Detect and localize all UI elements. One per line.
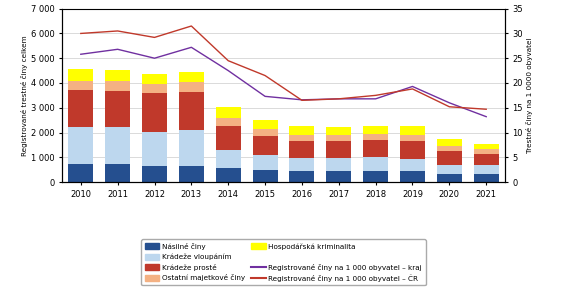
Bar <box>142 93 167 131</box>
Legend: Násilné činy, Krádeže vloupáním, Krádeže prosté, Ostatní majetkové činy, Hospodá: Násilné činy, Krádeže vloupáním, Krádeže… <box>141 239 426 286</box>
Bar <box>105 127 130 164</box>
Bar <box>289 158 315 171</box>
Bar <box>363 171 388 182</box>
Bar <box>215 168 241 182</box>
Bar <box>326 134 352 141</box>
Bar <box>400 126 425 135</box>
Bar <box>179 92 204 130</box>
Bar <box>68 164 94 182</box>
Bar <box>363 134 388 140</box>
Bar <box>437 151 462 165</box>
Bar <box>215 107 241 118</box>
Bar <box>363 140 388 157</box>
Bar <box>473 165 499 174</box>
Bar <box>400 159 425 171</box>
Bar <box>142 74 167 84</box>
Bar <box>179 82 204 92</box>
Bar <box>363 157 388 171</box>
Bar <box>252 136 278 155</box>
Bar <box>105 70 130 81</box>
Bar <box>326 171 352 182</box>
Bar <box>437 165 462 174</box>
Bar <box>437 174 462 182</box>
Bar <box>289 126 315 135</box>
Bar <box>326 158 352 171</box>
Bar <box>105 81 130 91</box>
Bar <box>215 150 241 168</box>
Bar <box>142 84 167 93</box>
Bar <box>473 149 499 154</box>
Bar <box>289 141 315 158</box>
Bar <box>252 170 278 182</box>
Bar <box>179 72 204 82</box>
Bar <box>68 69 94 81</box>
Bar <box>252 120 278 129</box>
Bar <box>289 171 315 182</box>
Y-axis label: Trestné činy na 1 0000 obyvatel: Trestné činy na 1 0000 obyvatel <box>526 38 532 153</box>
Bar <box>473 144 499 149</box>
Bar <box>400 141 425 159</box>
Bar <box>252 129 278 136</box>
Bar <box>473 154 499 165</box>
Bar <box>252 155 278 170</box>
Bar <box>179 166 204 182</box>
Bar <box>142 131 167 166</box>
Bar <box>68 127 94 164</box>
Bar <box>215 118 241 126</box>
Bar <box>437 146 462 151</box>
Bar <box>68 81 94 90</box>
Bar <box>400 171 425 182</box>
Bar <box>363 126 388 134</box>
Bar <box>400 135 425 141</box>
Y-axis label: Registrované trestné činy celkem: Registrované trestné činy celkem <box>21 35 28 156</box>
Bar <box>179 130 204 166</box>
Bar <box>326 127 352 134</box>
Bar <box>289 135 315 141</box>
Bar <box>437 140 462 146</box>
Bar <box>105 91 130 127</box>
Bar <box>215 126 241 150</box>
Bar <box>326 141 352 158</box>
Bar <box>68 90 94 127</box>
Bar <box>142 166 167 182</box>
Bar <box>105 164 130 182</box>
Bar <box>473 174 499 182</box>
